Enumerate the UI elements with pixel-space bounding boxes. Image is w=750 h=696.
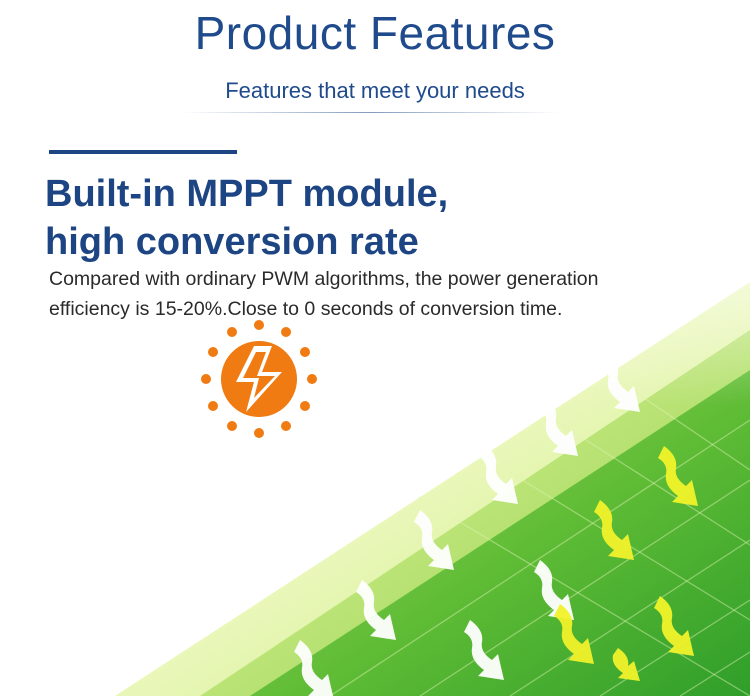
- feature-headline: Built-in MPPT module, high conversion ra…: [45, 170, 685, 266]
- feature-description-line-1: Compared with ordinary PWM algorithms, t…: [49, 268, 599, 290]
- feature-headline-line-2: high conversion rate: [45, 221, 419, 263]
- sun-ray-arrows-yellow: [554, 446, 698, 681]
- lightning-sun-icon: [201, 320, 317, 438]
- page-title: Product Features: [194, 7, 556, 59]
- sun-ray-arrows: [294, 352, 640, 696]
- page-subtitle: Features that meet your needs: [225, 78, 525, 103]
- feature-description: Compared with ordinary PWM algorithms, t…: [49, 264, 699, 324]
- feature-accent-bar: [49, 150, 237, 154]
- header-divider: [180, 112, 560, 113]
- feature-description-line-2: efficiency is 15-20%.Close to 0 seconds …: [49, 298, 563, 320]
- feature-headline-line-1: Built-in MPPT module,: [45, 173, 449, 215]
